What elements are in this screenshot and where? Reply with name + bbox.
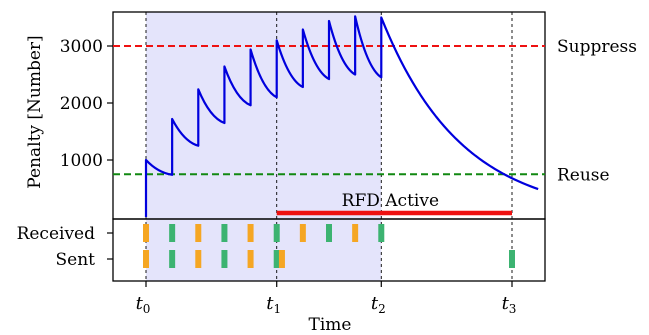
event-mark-sent-1 bbox=[169, 250, 176, 268]
event-mark-sent-5 bbox=[273, 250, 280, 268]
event-mark-received-9 bbox=[378, 224, 385, 242]
event-mark-received-4 bbox=[247, 224, 254, 242]
y-tick-label-1000: 1000 bbox=[60, 151, 103, 171]
event-mark-received-0 bbox=[143, 224, 149, 242]
lower-plot-frame bbox=[112, 218, 546, 282]
event-mark-received-5 bbox=[273, 224, 280, 242]
threshold-label-reuse: Reuse bbox=[557, 165, 610, 185]
y-axis-ticks: 1000 2000 3000 bbox=[60, 37, 113, 171]
track-label-sent: Sent bbox=[56, 250, 96, 270]
x-tick-label-t2: t2 bbox=[371, 293, 386, 316]
x-axis-label: Time bbox=[309, 315, 352, 335]
rfd-active-label: RFD Active bbox=[342, 191, 439, 211]
x-tick-label-t3: t3 bbox=[502, 293, 517, 316]
event-mark-sent-3 bbox=[221, 250, 228, 268]
event-mark-received-7 bbox=[326, 224, 332, 242]
event-mark-received-6 bbox=[299, 224, 306, 242]
shaded-region bbox=[146, 12, 382, 281]
penalty-layer bbox=[144, 15, 539, 217]
y-axis-label: Penalty [Number] bbox=[25, 35, 45, 188]
event-mark-sent-7 bbox=[509, 250, 515, 268]
penalty-series-line bbox=[144, 15, 539, 217]
event-mark-sent-4 bbox=[247, 250, 254, 268]
rfd-active-layer: RFD Active bbox=[276, 191, 512, 216]
y-tick-label-2000: 2000 bbox=[60, 94, 103, 114]
y-tick-label-3000: 3000 bbox=[60, 37, 103, 57]
track-label-received: Received bbox=[17, 224, 96, 244]
event-mark-sent-0 bbox=[143, 250, 149, 268]
x-axis-ticks: t0 t1 t2 t3 bbox=[136, 281, 517, 316]
x-tick-label-t1: t1 bbox=[266, 293, 281, 316]
event-mark-sent-6 bbox=[278, 250, 285, 268]
threshold-lines: Suppress Reuse bbox=[113, 37, 637, 185]
event-mark-received-2 bbox=[195, 224, 202, 242]
event-mark-received-8 bbox=[352, 224, 359, 242]
threshold-label-suppress: Suppress bbox=[557, 37, 637, 57]
event-tracks: Received Sent bbox=[17, 224, 515, 270]
event-mark-sent-2 bbox=[195, 250, 202, 268]
x-tick-label-t0: t0 bbox=[136, 293, 151, 316]
event-mark-received-3 bbox=[221, 224, 228, 242]
event-mark-received-1 bbox=[169, 224, 176, 242]
